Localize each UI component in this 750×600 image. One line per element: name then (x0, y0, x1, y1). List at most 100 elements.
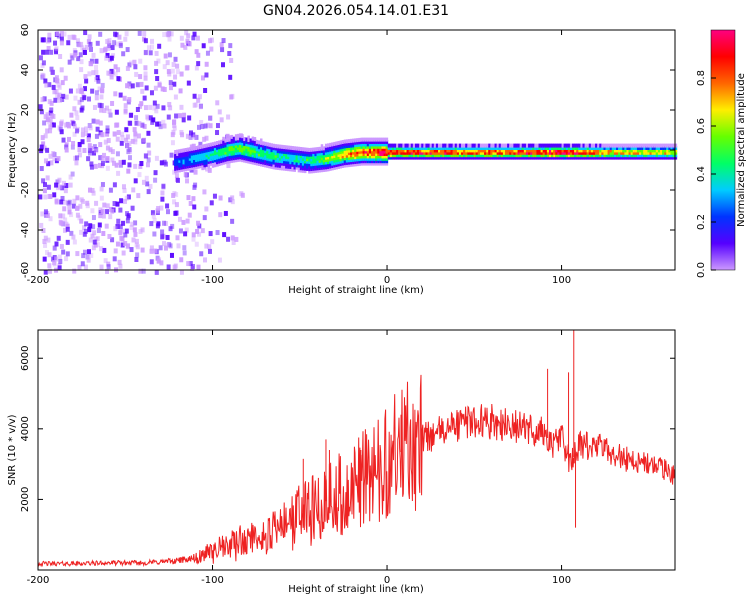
spectrogram-noise-cell (92, 230, 97, 236)
spectrogram-noise-cell (121, 220, 126, 226)
spectrogram-ridge-cell (412, 155, 416, 160)
spectrogram-ridge-cell (557, 143, 560, 148)
spectrogram-ridge-cell (479, 146, 483, 150)
spectrogram-ridge-cell (538, 153, 542, 158)
spectrogram-ridge-cell (291, 158, 294, 163)
spectrogram-noise-cell (165, 31, 170, 37)
spectrogram-noise-cell (99, 246, 104, 252)
spectrogram-ridge-cell (674, 146, 678, 150)
spectrogram-noise-cell (90, 187, 95, 193)
spectrogram-ridge-cell (259, 145, 263, 150)
spectrogram-ridge-cell (643, 148, 646, 153)
spectrogram-noise-cell (63, 199, 68, 205)
spectrogram-ridge-cell (255, 156, 259, 161)
spectrogram-ridge-cell (245, 142, 248, 147)
spectrogram-noise-cell (155, 255, 160, 261)
spectrogram-ridge-cell (574, 150, 577, 155)
spectrogram-ridge-cell (394, 150, 397, 155)
spectrogram-ridge-cell (234, 158, 238, 163)
spectrogram-ridge-cell (391, 143, 395, 148)
spectrogram-noise-cell (163, 161, 168, 167)
spectrogram-ridge-cell (597, 150, 600, 155)
spectrogram-ridge-cell (322, 160, 326, 165)
spectrogram-ridge-cell (303, 157, 307, 162)
spectrogram-ridge-cell (278, 156, 282, 161)
spectrogram-ridge-cell (347, 153, 351, 158)
spectrogram-ridge-cell (649, 155, 653, 160)
spectrogram-ridge-cell (197, 162, 200, 167)
spectrogram-noise-cell (79, 218, 84, 224)
spectrogram-noise-cell (135, 244, 140, 250)
spectrogram-noise-cell (137, 121, 142, 127)
spectrogram-ridge-cell (232, 144, 236, 149)
spectrogram-noise-cell (135, 106, 140, 112)
spectrogram-ridge-cell (567, 146, 571, 150)
spectrogram-ridge-cell (264, 151, 267, 156)
spectrogram-ridge-cell (333, 141, 336, 146)
spectrogram-ridge-cell (385, 161, 389, 166)
spectrogram-noise-cell (52, 89, 57, 95)
spectrogram-noise-cell (87, 148, 92, 154)
spectrogram-ridge-cell (331, 147, 334, 152)
spectrogram-ridge-cell (283, 157, 286, 162)
spectrogram-ridge-cell (471, 146, 475, 150)
spectrogram-noise-cell (127, 155, 132, 161)
spectrogram-ridge-cell (274, 158, 278, 163)
spectrogram-noise-cell (49, 160, 54, 166)
spectrogram-noise-cell (53, 40, 58, 46)
spectrogram-noise-cell (60, 80, 65, 86)
spectrogram-noise-cell (92, 150, 97, 156)
spectrogram-ridge-cell (274, 146, 278, 151)
spectrogram-ridge-cell (213, 158, 217, 163)
spectrogram-ridge-cell (213, 144, 217, 148)
spectrogram-ridge-cell (530, 155, 533, 160)
spectrogram-ridge-cell (333, 149, 336, 154)
spectrogram-ridge-cell (327, 143, 330, 148)
spectrogram-noise-cell (155, 76, 160, 82)
spectrogram-ridge-cell (505, 155, 508, 160)
spectrogram-ridge-cell (429, 148, 433, 153)
spectrogram-ridge-cell (320, 156, 324, 161)
spectrogram-ridge-cell (657, 143, 661, 148)
spectrogram-noise-cell (61, 249, 66, 255)
spectrogram-ridge-cell (429, 150, 433, 155)
spectrogram-ridge-cell (442, 155, 445, 160)
spectrogram-ridge-cell (224, 141, 227, 145)
spectrogram-noise-cell (105, 165, 110, 171)
spectrogram-ridge-cell (190, 149, 194, 154)
spectrogram-ridge-cell (559, 155, 562, 160)
spectrogram-ridge-cell (362, 152, 366, 156)
spectrogram-noise-cell (119, 140, 124, 146)
spectrogram-ridge-cell (505, 150, 508, 155)
spectrogram-noise-cell (69, 53, 74, 59)
spectrogram-noise-cell (98, 31, 103, 37)
spectrogram-noise-cell (51, 84, 56, 90)
spectrogram-noise-cell (83, 30, 88, 36)
spectrogram-ridge-cell (496, 150, 500, 155)
spectrogram-ridge-cell (178, 158, 181, 163)
spectrogram-ridge-cell (197, 150, 200, 155)
spectrogram-ridge-cell (236, 145, 240, 150)
spectrogram-ridge-cell (368, 142, 372, 147)
spectrogram-ridge-cell (364, 147, 368, 152)
spectrogram-ridge-cell (201, 161, 204, 166)
spectrogram-ridge-cell (216, 145, 219, 150)
spectrogram-ridge-cell (580, 148, 583, 153)
spectrogram-ridge-cell (266, 147, 269, 152)
spectrogram-ridge-cell (519, 143, 523, 148)
spectrogram-ridge-cell (295, 148, 299, 153)
spectrogram-ridge-cell (216, 148, 219, 153)
spectrogram-ridge-cell (645, 153, 648, 158)
spectrogram-ridge-cell (268, 142, 271, 147)
spectrogram-noise-cell (88, 46, 93, 52)
spectrogram-ridge-cell (310, 167, 313, 171)
spectrogram-ridge-cell (354, 143, 357, 148)
spectrogram-noise-cell (43, 194, 48, 200)
spectrogram-noise-cell (179, 35, 184, 41)
spectrogram-ridge-cell (634, 143, 638, 148)
spectrogram-ridge-cell (555, 155, 558, 160)
spectrogram-ridge-cell (358, 140, 361, 145)
spectrogram-noise-cell (73, 95, 78, 101)
spectrogram-noise-cell (123, 36, 128, 42)
